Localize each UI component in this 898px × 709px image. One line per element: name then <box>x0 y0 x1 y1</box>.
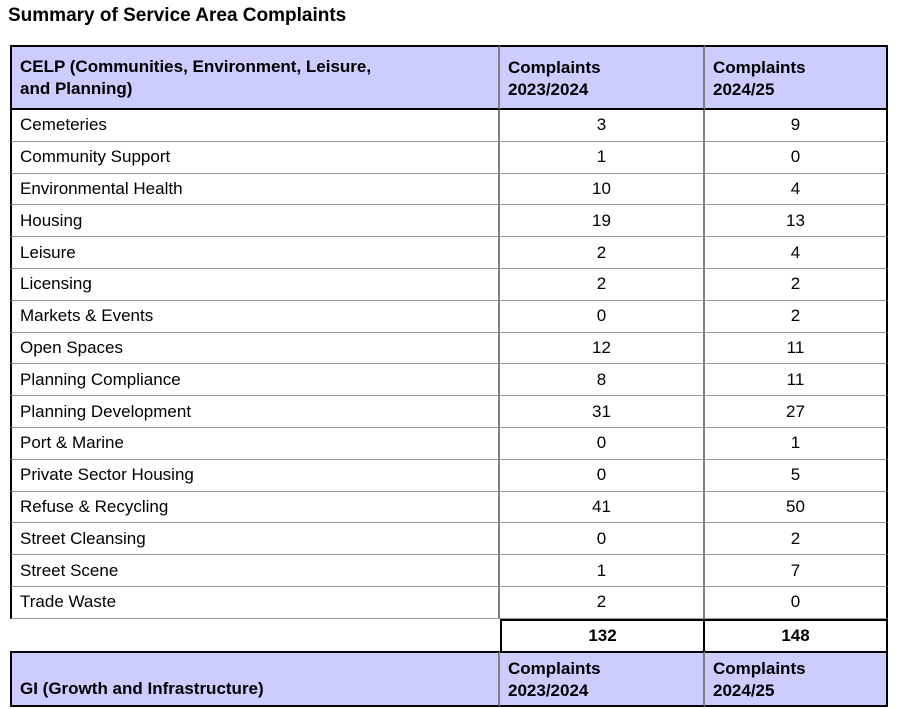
table-row: Port & Marine 0 1 <box>10 427 888 460</box>
complaints-2023-2024-value: 0 <box>500 523 705 556</box>
complaints-2023-2024-value: 41 <box>500 491 705 524</box>
service-area-complaints-table: CELP (Communities, Environment, Leisure,… <box>10 45 888 707</box>
total-complaints-2024-25: 148 <box>705 618 888 651</box>
table-row: Street Cleansing 0 2 <box>10 523 888 556</box>
complaints-2023-2024-value: 0 <box>500 427 705 460</box>
service-area-label: Markets & Events <box>10 300 500 333</box>
complaints-2024-25-value: 7 <box>705 555 888 587</box>
table-row: Private Sector Housing 0 5 <box>10 459 888 492</box>
complaints-2023-2024-value: 1 <box>500 555 705 587</box>
complaints-2024-25-value: 4 <box>705 237 888 269</box>
table-row: Planning Compliance 8 11 <box>10 364 888 397</box>
table-row: Licensing 2 2 <box>10 268 888 301</box>
service-area-label: Street Scene <box>10 555 500 587</box>
complaints-2023-2024-value: 0 <box>500 300 705 333</box>
gi-department-header: GI (Growth and Infrastructure) <box>10 650 500 707</box>
celp-header-row: CELP (Communities, Environment, Leisure,… <box>10 45 888 110</box>
service-area-label: Licensing <box>10 268 500 301</box>
complaints-2023-2024-value: 10 <box>500 173 705 206</box>
page-title: Summary of Service Area Complaints <box>8 5 347 26</box>
complaints-2024-25-value: 13 <box>705 205 888 238</box>
celp-data-rows: Cemeteries 3 9 Community Support 1 0 Env… <box>10 110 888 619</box>
service-area-label: Planning Development <box>10 396 500 428</box>
complaints-2023-2024-value: 2 <box>500 586 705 619</box>
service-area-label: Open Spaces <box>10 332 500 365</box>
service-area-label: Leisure <box>10 237 500 269</box>
complaints-2024-25-value: 2 <box>705 523 888 556</box>
table-row: Housing 19 13 <box>10 205 888 238</box>
complaints-2023-2024-value: 19 <box>500 205 705 238</box>
table-row: Cemeteries 3 9 <box>10 110 888 142</box>
complaints-2024-25-value: 1 <box>705 427 888 460</box>
complaints-2024-25-value: 2 <box>705 300 888 333</box>
celp-department-header: CELP (Communities, Environment, Leisure,… <box>10 45 500 110</box>
gi-complaints-2023-2024-header: Complaints 2023/2024 <box>500 650 705 707</box>
service-area-label: Trade Waste <box>10 586 500 619</box>
complaints-2023-2024-value: 12 <box>500 332 705 365</box>
service-area-label: Street Cleansing <box>10 523 500 556</box>
complaints-2023-2024-value: 0 <box>500 459 705 492</box>
service-area-label: Planning Compliance <box>10 364 500 397</box>
complaints-2023-2024-value: 3 <box>500 110 705 142</box>
celp-complaints-2024-25-header: Complaints 2024/25 <box>705 45 888 110</box>
complaints-2023-2024-value: 2 <box>500 237 705 269</box>
gi-header-row: GI (Growth and Infrastructure) Complaint… <box>10 650 888 707</box>
service-area-label: Private Sector Housing <box>10 459 500 492</box>
complaints-2024-25-value: 5 <box>705 459 888 492</box>
table-row: Refuse & Recycling 41 50 <box>10 491 888 524</box>
complaints-2024-25-value: 2 <box>705 268 888 301</box>
table-row: Markets & Events 0 2 <box>10 300 888 333</box>
service-area-label: Cemeteries <box>10 110 500 142</box>
complaints-2023-2024-value: 2 <box>500 268 705 301</box>
table-row: Environmental Health 10 4 <box>10 173 888 206</box>
complaints-2023-2024-value: 31 <box>500 396 705 428</box>
table-row: Leisure 2 4 <box>10 237 888 269</box>
totals-empty-cell <box>10 618 500 651</box>
table-row: Trade Waste 2 0 <box>10 586 888 619</box>
celp-complaints-2023-2024-header: Complaints 2023/2024 <box>500 45 705 110</box>
service-area-label: Community Support <box>10 141 500 174</box>
complaints-2024-25-value: 11 <box>705 332 888 365</box>
total-complaints-2023-2024: 132 <box>500 618 705 651</box>
table-row: Open Spaces 12 11 <box>10 332 888 365</box>
table-row: Community Support 1 0 <box>10 141 888 174</box>
complaints-2023-2024-value: 8 <box>500 364 705 397</box>
service-area-label: Housing <box>10 205 500 238</box>
complaints-2024-25-value: 0 <box>705 586 888 619</box>
gi-complaints-2024-25-header: Complaints 2024/25 <box>705 650 888 707</box>
complaints-2024-25-value: 27 <box>705 396 888 428</box>
service-area-label: Environmental Health <box>10 173 500 206</box>
complaints-2024-25-value: 50 <box>705 491 888 524</box>
complaints-2023-2024-value: 1 <box>500 141 705 174</box>
complaints-2024-25-value: 0 <box>705 141 888 174</box>
table-row: Planning Development 31 27 <box>10 396 888 428</box>
complaints-2024-25-value: 4 <box>705 173 888 206</box>
complaints-2024-25-value: 11 <box>705 364 888 397</box>
complaints-2024-25-value: 9 <box>705 110 888 142</box>
service-area-label: Port & Marine <box>10 427 500 460</box>
table-row: Street Scene 1 7 <box>10 555 888 587</box>
service-area-label: Refuse & Recycling <box>10 491 500 524</box>
celp-totals-row: 132 148 <box>10 618 888 651</box>
